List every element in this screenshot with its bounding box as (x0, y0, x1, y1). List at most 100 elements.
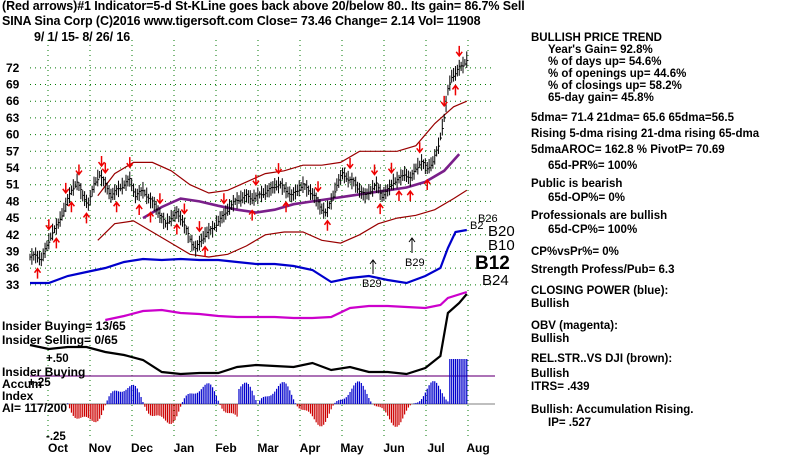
price-series (29, 51, 469, 267)
pr-line: 65d-PR%= 100% (548, 160, 638, 172)
insider-selling: Insider Selling= 0/65 (2, 333, 118, 347)
x-tick-Nov: Nov (89, 441, 112, 455)
red-up-arrow (451, 84, 460, 96)
red-down-arrow (455, 45, 463, 58)
date-range: 9/ 1/ 15- 8/ 26/ 16 (34, 30, 131, 44)
y-tick-54: 54 (6, 161, 20, 175)
lower-band (97, 189, 468, 258)
x-tick-Oct: Oct (48, 441, 68, 455)
relstr-title: REL.STR..VS DJI (brown): (531, 353, 673, 365)
axis-labels: 33 36 39 42 45 48 51 54 57 60 63 66 69 72 Oct Nov Dec Jan… (2, 61, 490, 455)
red-down-arrow (274, 163, 283, 175)
red-down-arrow (156, 193, 164, 205)
y-tick-42: 42 (6, 228, 20, 242)
indicator-panels (29, 228, 468, 376)
y-tick-48: 48 (6, 194, 20, 208)
x-tick-Jan: Jan (174, 441, 195, 455)
pros-title: Professionals are bullish (531, 210, 668, 222)
x-tick-Aug: Aug (466, 441, 489, 455)
red-up-arrow (135, 203, 143, 216)
annotation-b20: B20 (488, 223, 515, 240)
accum-label-minus25: -.25 (46, 431, 66, 443)
red-down-arrow (416, 142, 424, 154)
y-tick-69: 69 (6, 78, 20, 92)
dma-line: 5dma= 71.4 21dma= 65.6 65dma=56.5 (531, 112, 734, 124)
y-tick-51: 51 (6, 178, 20, 192)
y-tick-60: 60 (6, 128, 20, 142)
upper-band (97, 100, 468, 197)
gain-65day: 65-day gain= 45.8% (548, 92, 654, 104)
pct-openings-up: % of openings up= 44.6% (548, 68, 687, 80)
annotation-b10: B10 (488, 237, 515, 254)
x-tick-Mar: Mar (257, 441, 279, 455)
red-up-arrow (67, 201, 76, 213)
y-tick-36: 36 (6, 261, 20, 275)
red-up-arrow (146, 211, 155, 223)
op-line: 65d-OP%= 0% (548, 192, 626, 204)
strength: Strength Profess/Pub= 6.3 (531, 264, 675, 276)
red-down-arrow (45, 219, 53, 231)
ma65-line (142, 153, 461, 220)
rel-strength-line (29, 293, 468, 376)
index-label: Index (2, 389, 34, 403)
red-up-arrow (406, 189, 414, 202)
y-tick-45: 45 (6, 211, 20, 225)
x-tick-Apr: Apr (300, 441, 321, 455)
red-up-arrow (395, 189, 403, 202)
accum-label: Accum (2, 377, 42, 391)
red-up-arrow (173, 223, 181, 235)
red-up-arrow (423, 178, 431, 190)
y-tick-66: 66 (6, 94, 20, 108)
red-up-arrow (52, 237, 60, 249)
y-tick-57: 57 (6, 144, 20, 158)
ip-line: IP= .527 (548, 417, 592, 429)
black-up-arrow (408, 237, 416, 253)
red-down-arrow (180, 203, 188, 215)
insider-buying: Insider Buying= 13/65 (2, 319, 126, 333)
cpvspr: CP%vsPr%= 0% (531, 246, 619, 258)
x-tick-Jun: Jun (383, 441, 404, 455)
annotation-b12: B12 (475, 253, 510, 274)
pct-days-up: % of days up= 54.6% (548, 56, 662, 68)
trend-title: BULLISH PRICE TREND (531, 32, 662, 44)
red-up-arrow (376, 202, 384, 215)
years-gain: Year's Gain= 92.8% (548, 44, 653, 56)
red-down-arrow (195, 221, 204, 233)
obv-line (105, 290, 468, 322)
red-up-arrow (201, 245, 209, 257)
ai-label: AI= 117/200 (2, 401, 67, 415)
red-down-arrow (387, 162, 396, 174)
y-tick-72: 72 (6, 61, 20, 75)
obv-title: OBV (magenta): (531, 320, 618, 332)
annotation-b29: B29 (405, 257, 425, 269)
red-down-arrow (220, 193, 228, 205)
annotation-b26: B26 (478, 213, 498, 225)
public-title: Public is bearish (531, 178, 623, 190)
itrs: ITRS= .439 (531, 381, 590, 393)
red-up-arrow (82, 212, 91, 224)
pct-closings-up: % of closings up= 58.2% (548, 80, 682, 92)
closing-power-line (30, 228, 467, 285)
price-bands (97, 100, 468, 258)
accumulation-index (30, 359, 495, 427)
accum-title: Bullish: Accumulation Rising. (531, 404, 694, 416)
red-down-arrow (314, 181, 322, 193)
cp-line: 65d-CP%= 100% (548, 224, 638, 236)
y-tick-63: 63 (6, 111, 20, 125)
red-up-arrow (323, 219, 332, 231)
accum-label-plus50: +.50 (46, 353, 69, 365)
x-tick-Feb: Feb (215, 441, 236, 455)
y-tick-39: 39 (6, 244, 20, 258)
insider-buying-label: Insider Buying (2, 365, 85, 379)
red-up-arrow (248, 209, 256, 221)
relstr-value: Bullish (531, 368, 570, 380)
red-up-arrow (282, 201, 290, 213)
closing-power-value: Bullish (531, 298, 570, 310)
signal-arrows (33, 45, 463, 279)
red-down-arrow (346, 158, 354, 170)
rising-line: Rising 5-dma rising 21-dma rising 65-dma (531, 128, 760, 140)
closing-power-title: CLOSING POWER (blue): (531, 285, 669, 297)
x-tick-Jul: Jul (427, 441, 444, 455)
red-down-arrow (75, 164, 83, 176)
